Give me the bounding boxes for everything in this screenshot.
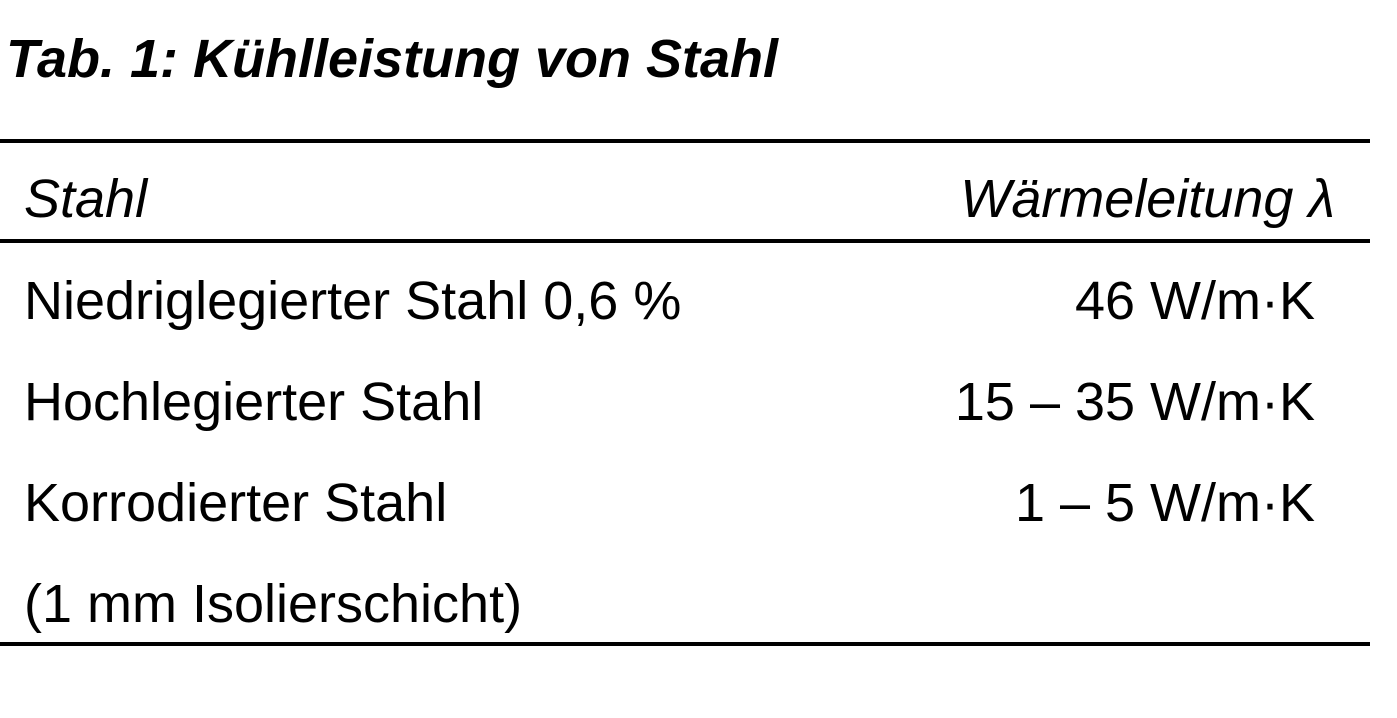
header-rule <box>0 239 1370 243</box>
name-cell: Niedriglegierter Stahl 0,6 % <box>24 271 682 331</box>
name-cell: Korrodierter Stahl <box>24 473 448 533</box>
bottom-rule <box>0 642 1370 646</box>
name-cell: Hochlegierter Stahl <box>24 372 484 432</box>
header-cell: Stahl <box>24 169 148 229</box>
table-title: Tab. 1: Kühlleistung von Stahl <box>6 29 779 89</box>
value-cell: 1 – 5 W/m·K <box>1014 473 1315 533</box>
header-cell: Wärmeleitung λ <box>960 169 1335 229</box>
top-rule <box>0 139 1370 143</box>
value-cell: 15 – 35 W/m·K <box>954 372 1315 432</box>
name-cell: (1 mm Isolierschicht) <box>24 574 523 634</box>
value-cell: 46 W/m·K <box>1074 271 1315 331</box>
